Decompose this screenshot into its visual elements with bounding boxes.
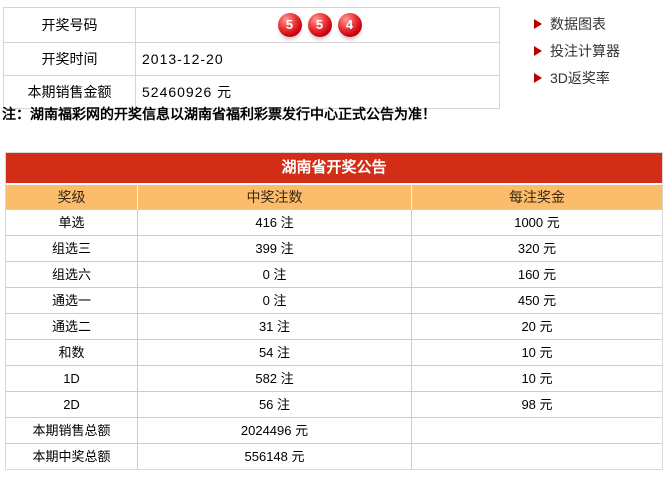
lottery-ball-2: 5 [308,13,332,37]
prize-level-cell: 2D [63,397,80,412]
win-count-cell: 2024496 元 [137,418,411,443]
red-arrow-icon [534,72,542,83]
win-count-cell: 556148 元 [137,444,411,469]
red-arrow-icon [534,45,542,56]
prize-amount-cell [411,418,662,443]
draw-date-row: 开奖时间 2013-12-20 [3,42,500,76]
win-count-cell: 416 注 [137,210,411,235]
announcement-table: 湖南省开奖公告 奖级 中奖注数 每注奖金 单选 416 注 1000 元组选三 399… [5,152,663,470]
table-row: 1D 582 注 10 元 [6,365,662,391]
announcement-header-row: 奖级 中奖注数 每注奖金 [6,185,662,209]
prize-level-cell: 1D [63,371,80,386]
win-count-cell: 56 注 [137,392,411,417]
prize-amount-cell: 450 元 [411,288,662,313]
announcement-rows: 单选 416 注 1000 元组选三 399 注 320 元组选六 0 注 160 元通选一… [6,209,662,469]
announcement-title: 湖南省开奖公告 [6,153,662,185]
menu-item-label: 投注计算器 [550,42,620,59]
table-row: 本期销售总额 2024496 元 [6,417,662,443]
table-row: 单选 416 注 1000 元 [6,209,662,235]
prize-level-cell: 本期销售总额 [32,423,111,438]
table-row: 和数 54 注 10 元 [6,339,662,365]
sales-amount-row: 本期销售金额 52460926 元 [3,75,500,109]
column-header-win-count: 中奖注数 [137,185,411,209]
prize-amount-cell: 20 元 [411,314,662,339]
table-row: 组选三 399 注 320 元 [6,235,662,261]
win-count-cell: 0 注 [137,262,411,287]
lottery-ball-3: 4 [338,13,362,37]
win-count-cell: 31 注 [137,314,411,339]
table-row: 本期中奖总额 556148 元 [6,443,662,469]
win-count-cell: 54 注 [137,340,411,365]
draw-date-label: 开奖时间 [3,42,136,76]
prize-amount-cell: 10 元 [411,366,662,391]
prize-level-cell: 通选一 [51,293,91,308]
prize-amount-cell: 160 元 [411,262,662,287]
red-arrow-icon [534,18,542,29]
prize-level-cell: 组选三 [51,241,91,256]
prize-level-cell: 单选 [58,215,85,230]
prize-amount-cell: 98 元 [411,392,662,417]
prize-amount-cell: 320 元 [411,236,662,261]
win-count-cell: 0 注 [137,288,411,313]
menu-item-data-charts[interactable]: 数据图表 [501,10,668,37]
prize-amount-cell [411,444,662,469]
table-row: 2D 56 注 98 元 [6,391,662,417]
disclaimer-note: 注：湖南福彩网的开奖信息以湖南省福利彩票发行中心正式公告为准！ [2,106,436,122]
prize-level-cell: 本期中奖总额 [32,449,111,464]
prize-amount-cell: 1000 元 [411,210,662,235]
menu-item-label: 3D返奖率 [550,69,610,86]
prize-level-cell: 组选六 [51,267,91,282]
draw-date-value: 2013-12-20 [135,42,500,76]
win-count-cell: 399 注 [137,236,411,261]
column-header-prize-amount: 每注奖金 [411,185,662,209]
prize-level-cell: 和数 [58,345,85,360]
sales-amount-label: 本期销售金额 [3,75,136,109]
table-row: 组选六 0 注 160 元 [6,261,662,287]
draw-number-label: 开奖号码 [3,7,136,43]
table-row: 通选二 31 注 20 元 [6,313,662,339]
menu-item-label: 数据图表 [550,15,606,32]
menu-item-bet-calculator[interactable]: 投注计算器 [501,37,668,64]
prize-level-cell: 通选二 [51,319,91,334]
menu-item-3d-return-rate[interactable]: 3D返奖率 [501,64,668,91]
table-row: 通选一 0 注 450 元 [6,287,662,313]
side-menu: 数据图表 投注计算器 3D返奖率 [501,7,668,98]
win-count-cell: 582 注 [137,366,411,391]
prize-amount-cell: 10 元 [411,340,662,365]
column-header-prize-level: 奖级 [57,189,86,205]
sales-amount-value: 52460926 元 [135,75,500,109]
lottery-ball-1: 5 [278,13,302,37]
